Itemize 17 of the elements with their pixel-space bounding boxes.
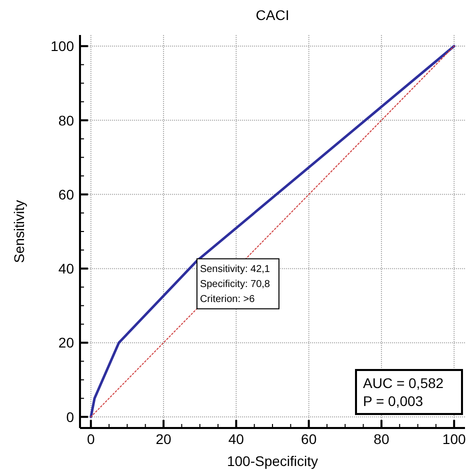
annotation: Sensitivity: 42,1 Specificity: 70,8 Criterion: >6 [200, 264, 270, 305]
x-tick-label: 20 [156, 431, 172, 447]
x-tick-label: 60 [301, 431, 317, 447]
x-tick-label: 0 [87, 431, 95, 447]
x-axis-title: 100-Specificity [226, 453, 318, 469]
y-tick-label: 60 [58, 186, 74, 202]
y-axis-title: Sensitivity [11, 200, 27, 264]
y-tick-label: 80 [58, 112, 74, 128]
chart-title: CACI [256, 7, 290, 23]
y-tick-label: 0 [66, 408, 74, 425]
y-tick-label: 20 [58, 334, 74, 351]
y-tick-label: 40 [58, 260, 74, 277]
x-tick-label: 80 [374, 431, 390, 447]
x-tick-label: 100 [442, 431, 466, 447]
x-tick-label: 40 [228, 431, 244, 447]
annotation: AUC = 0,582 P = 0,003 [363, 375, 444, 409]
y-tick-label: 100 [50, 38, 74, 54]
